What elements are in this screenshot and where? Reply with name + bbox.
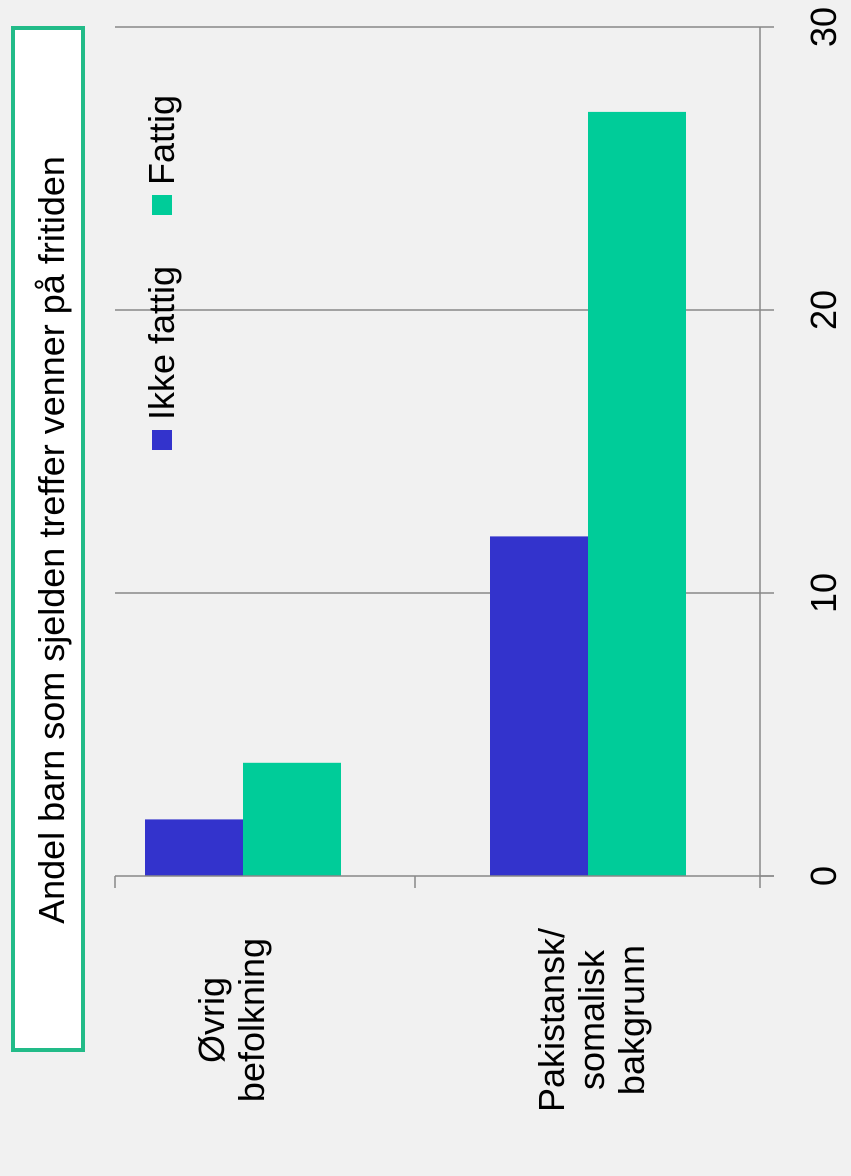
category-label: befolkning: [231, 938, 272, 1102]
tick-labels: 0 10 20 30: [803, 7, 844, 886]
legend-swatch: [152, 430, 172, 450]
chart-title: Andel barn som sjelden treffer venner på…: [31, 156, 72, 924]
title-box: Andel barn som sjelden treffer venner på…: [11, 26, 85, 1052]
category-label: bakgrunn: [611, 945, 652, 1095]
bar: [145, 819, 243, 876]
legend-swatch: [152, 195, 172, 215]
category-label: somalisk: [571, 949, 612, 1090]
value-axis: [114, 26, 774, 888]
tick-label: 20: [803, 290, 844, 330]
category-label: Pakistansk/: [531, 928, 572, 1112]
legend: Ikke fattig Fattig: [141, 95, 182, 450]
legend-label: Fattig: [141, 95, 182, 185]
bar: [490, 536, 588, 876]
tick-label: 30: [803, 7, 844, 47]
category-label: Øvrig: [191, 977, 232, 1063]
tick-label: 0: [803, 866, 844, 886]
bar: [243, 762, 341, 876]
legend-label: Ikke fattig: [141, 266, 182, 420]
category-labels: Øvrig befolkning Pakistansk/somalisk bakgru…: [191, 928, 652, 1112]
tick-label: 10: [803, 573, 844, 613]
title-box-frame: [11, 26, 85, 1052]
bars: [145, 111, 686, 876]
bar: [588, 111, 686, 876]
